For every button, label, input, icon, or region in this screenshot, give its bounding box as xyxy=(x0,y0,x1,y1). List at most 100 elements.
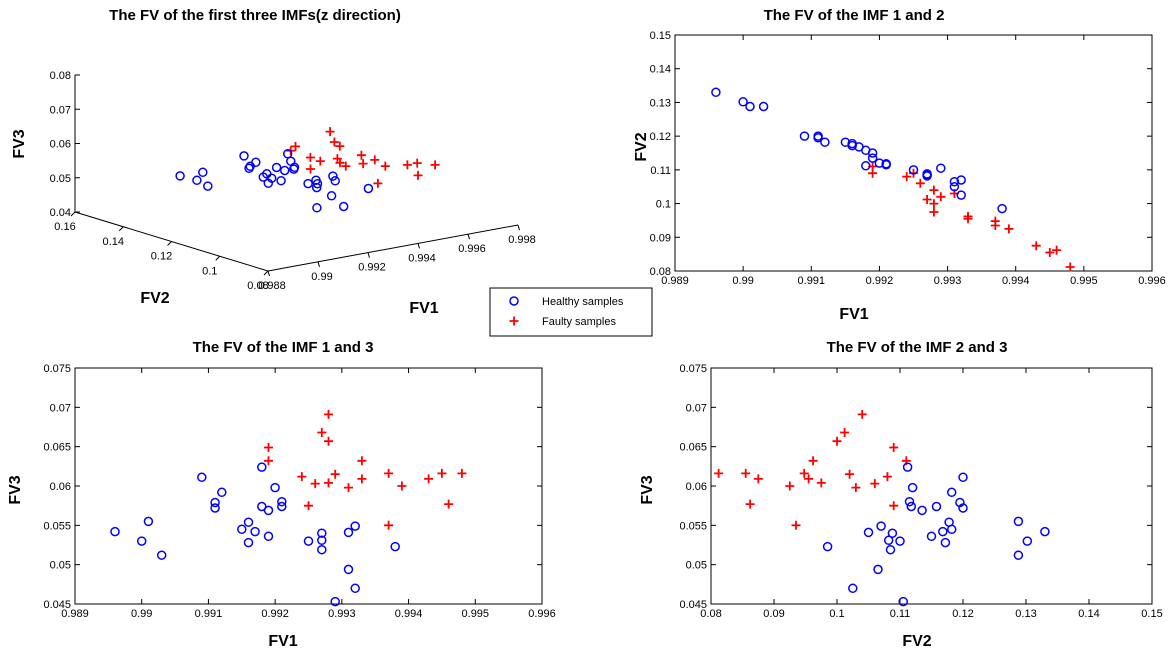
x-tick-label: 0.13 xyxy=(1015,608,1036,620)
healthy-sample-point xyxy=(263,531,274,542)
healthy-sample-point xyxy=(917,505,927,516)
x-tick-label: 0.15 xyxy=(1141,608,1162,620)
legend-faulty-label: Faulty samples xyxy=(542,316,616,328)
faulty-sample-point xyxy=(808,456,818,466)
faulty-sample-point xyxy=(457,468,467,478)
healthy-sample-point xyxy=(330,596,340,607)
y-tick-label: 0.13 xyxy=(650,97,671,109)
healthy-sample-point xyxy=(328,171,338,181)
faulty-sample-point xyxy=(745,499,755,509)
faulty-sample-point xyxy=(799,468,809,478)
healthy-sample-point xyxy=(1013,516,1024,527)
faulty-sample-point xyxy=(370,155,380,165)
y-tick-label: 0.12 xyxy=(151,251,172,263)
faulty-sample-point xyxy=(264,456,273,466)
x-tick-label: 0.994 xyxy=(395,608,423,620)
y-tick-label: 0.07 xyxy=(686,402,707,414)
healthy-sample-point xyxy=(881,160,891,170)
faulty-sample-point xyxy=(1031,241,1041,251)
healthy-sample-point xyxy=(239,151,249,161)
subplot-imf1-imf2-title: The FV of the IMF 1 and 2 xyxy=(764,7,945,24)
y-tick xyxy=(167,241,172,246)
healthy-sample-point xyxy=(949,181,960,192)
x-tick-label: 0.99 xyxy=(131,608,152,620)
subplot-imf1-imf3: The FV of the IMF 1 and 3 FV1 FV3 0.989 0… xyxy=(7,339,556,650)
y-tick-label: 0.055 xyxy=(679,520,707,532)
faulty-sample-point xyxy=(929,185,939,195)
faulty-sample-point xyxy=(922,195,932,204)
healthy-sample-point xyxy=(271,162,282,173)
healthy-sample-point xyxy=(210,503,220,513)
subplot-imf1-imf3-xlabel: FV1 xyxy=(268,633,297,650)
healthy-sample-point xyxy=(1022,536,1033,546)
healthy-sample-point xyxy=(390,541,400,552)
x-tick-label: 0.996 xyxy=(458,243,486,255)
legend-faulty-marker xyxy=(509,316,519,326)
healthy-sample-point xyxy=(317,528,327,538)
healthy-sample-point xyxy=(197,472,207,483)
y-tick-label: 0.12 xyxy=(650,131,671,143)
faulty-sample-point xyxy=(791,520,801,530)
z-tick-label: 0.08 xyxy=(50,70,71,82)
x-tick xyxy=(367,252,370,258)
healthy-sample-point xyxy=(263,505,274,516)
healthy-sample-point xyxy=(277,501,287,512)
faulty-sample-point xyxy=(963,214,973,224)
faulty-sample-point xyxy=(936,192,946,202)
faulty-sample-point xyxy=(929,207,939,217)
x-tick xyxy=(317,261,320,267)
x-tick-label: 0.994 xyxy=(408,252,436,264)
subplot-imf2-imf3-xlabel: FV2 xyxy=(902,633,931,650)
faulty-sample-point xyxy=(444,499,454,509)
healthy-sample-point xyxy=(958,472,968,483)
x-tick-label: 0.988 xyxy=(258,280,286,292)
x-tick xyxy=(267,270,270,277)
faulty-sample-point xyxy=(753,474,763,484)
x-tick-label: 0.992 xyxy=(866,275,894,287)
healthy-sample-point xyxy=(237,524,247,535)
healthy-sample-point xyxy=(883,535,894,546)
healthy-sample-point xyxy=(938,526,948,537)
healthy-sample-point xyxy=(997,203,1007,214)
faulty-sample-point xyxy=(357,456,367,466)
subplot-imf1-imf2-xlabel: FV1 xyxy=(839,306,868,323)
healthy-sample-point xyxy=(926,531,937,542)
healthy-sample-point xyxy=(861,161,871,171)
ax12-plot-area xyxy=(674,34,1153,272)
faulty-sample-point xyxy=(840,428,850,437)
faulty-sample-point xyxy=(304,501,313,511)
healthy-sample-point xyxy=(874,158,885,168)
faulty-sample-point xyxy=(329,137,339,147)
faulty-sample-point xyxy=(785,481,795,491)
healthy-sample-point xyxy=(311,182,322,193)
faulty-sample-point xyxy=(804,474,814,484)
legend: Healthy samples Faulty samples xyxy=(489,287,653,337)
healthy-sample-point xyxy=(156,550,167,560)
healthy-sample-point xyxy=(902,462,913,472)
healthy-sample-point xyxy=(711,87,721,98)
healthy-sample-point xyxy=(198,167,208,178)
healthy-sample-point xyxy=(317,535,327,546)
faulty-sample-point xyxy=(832,436,842,446)
healthy-sample-point xyxy=(110,526,120,537)
healthy-sample-point xyxy=(907,482,918,493)
x-tick xyxy=(417,243,420,249)
healthy-sample-point xyxy=(317,544,327,555)
subplot-3d-ylabel: FV2 xyxy=(140,290,169,307)
faulty-sample-point xyxy=(291,141,300,151)
healthy-sample-point xyxy=(946,487,957,498)
x-tick-label: 0.998 xyxy=(508,234,536,246)
healthy-sample-point xyxy=(210,497,220,508)
faulty-sample-point xyxy=(335,158,345,168)
healthy-sample-point xyxy=(243,537,254,548)
subplot-imf2-imf3-ylabel: FV3 xyxy=(639,475,656,504)
x-tick-label: 0.991 xyxy=(195,608,223,620)
healthy-sample-point xyxy=(363,183,374,194)
healthy-sample-point xyxy=(820,137,830,147)
healthy-sample-point xyxy=(289,162,300,173)
z-tick-label: 0.07 xyxy=(50,104,71,116)
x-tick-label: 0.12 xyxy=(952,608,973,620)
faulty-sample-point xyxy=(306,164,315,174)
faulty-sample-point xyxy=(902,172,912,182)
